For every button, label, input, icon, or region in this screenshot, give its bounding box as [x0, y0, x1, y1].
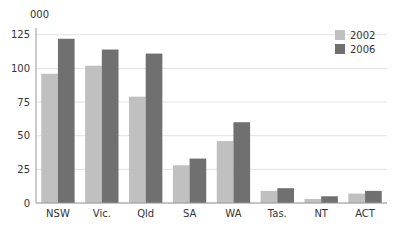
y-axis-line — [36, 28, 37, 203]
bar — [348, 194, 365, 203]
bar — [173, 165, 190, 203]
bar — [365, 191, 382, 203]
x-tick-label: Vic. — [93, 208, 111, 219]
bar — [233, 122, 250, 203]
legend-label: 2006 — [350, 44, 375, 55]
legend: 2002 2006 — [335, 30, 375, 55]
y-tick-label: 25 — [17, 164, 30, 175]
legend-swatch — [335, 30, 345, 40]
bar — [277, 188, 294, 203]
x-tick-label: Tas. — [267, 208, 287, 219]
y-tick-label: 125 — [11, 29, 30, 40]
x-tick-label: NT — [314, 208, 328, 219]
legend-label: 2002 — [350, 30, 375, 41]
chart: 0 25 50 75 100 125 NSW Vic. Qld SA WA Tas. NT ACT 000 2… — [0, 0, 397, 227]
y-tick-label: 50 — [17, 130, 30, 141]
y-tick-label: 100 — [11, 63, 30, 74]
y-tick-label: 75 — [17, 97, 30, 108]
x-axis-line — [36, 203, 387, 204]
y-tick-label: 0 — [24, 198, 30, 209]
y-axis-label: 000 — [30, 9, 49, 20]
bar — [129, 97, 146, 203]
bar — [190, 159, 207, 203]
bar — [261, 191, 278, 203]
bar — [321, 196, 338, 203]
bar — [85, 66, 102, 203]
bar — [58, 39, 75, 203]
x-tick-label: ACT — [355, 208, 376, 219]
bar — [146, 54, 163, 203]
x-tick-label: WA — [225, 208, 241, 219]
x-tick-label: NSW — [46, 208, 70, 219]
grid-line — [36, 34, 387, 35]
bar — [102, 50, 119, 203]
grid-line — [36, 203, 387, 204]
bar — [217, 141, 234, 203]
legend-swatch — [335, 44, 345, 54]
bar — [41, 74, 58, 203]
x-tick-label: SA — [183, 208, 197, 219]
x-tick-label: Qld — [137, 208, 154, 219]
bar — [305, 199, 322, 203]
